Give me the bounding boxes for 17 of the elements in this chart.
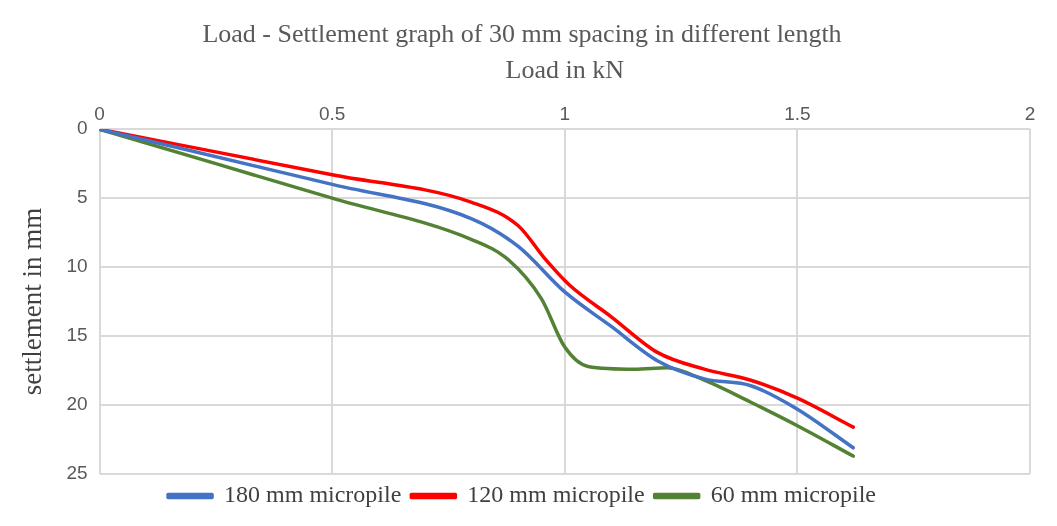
- legend-label: 180 mm micropile: [224, 481, 402, 508]
- y-tick-label: 10: [66, 255, 88, 277]
- x-tick-label: 0.5: [318, 103, 346, 125]
- x-tick-label: 2: [1024, 103, 1036, 125]
- x-tick-label: 1.5: [784, 103, 811, 125]
- x-tick-label: 0: [94, 103, 105, 125]
- x-axis-title: Load in kN: [505, 54, 625, 84]
- legend-label: 60 mm micropile: [710, 481, 876, 508]
- legend-label: 120 mm micropile: [467, 481, 645, 508]
- y-tick-label: 15: [66, 324, 88, 346]
- x-tick-label: 1: [559, 103, 571, 125]
- y-axis-title: settlement in mm: [17, 207, 48, 396]
- chart-title: Load - Settlement graph of 30 mm spacing in different length: [202, 19, 842, 49]
- y-tick-label: 20: [66, 393, 88, 415]
- y-tick-label: 25: [66, 462, 88, 484]
- y-tick-label: 0: [76, 117, 88, 139]
- y-tick-label: 5: [76, 186, 88, 208]
